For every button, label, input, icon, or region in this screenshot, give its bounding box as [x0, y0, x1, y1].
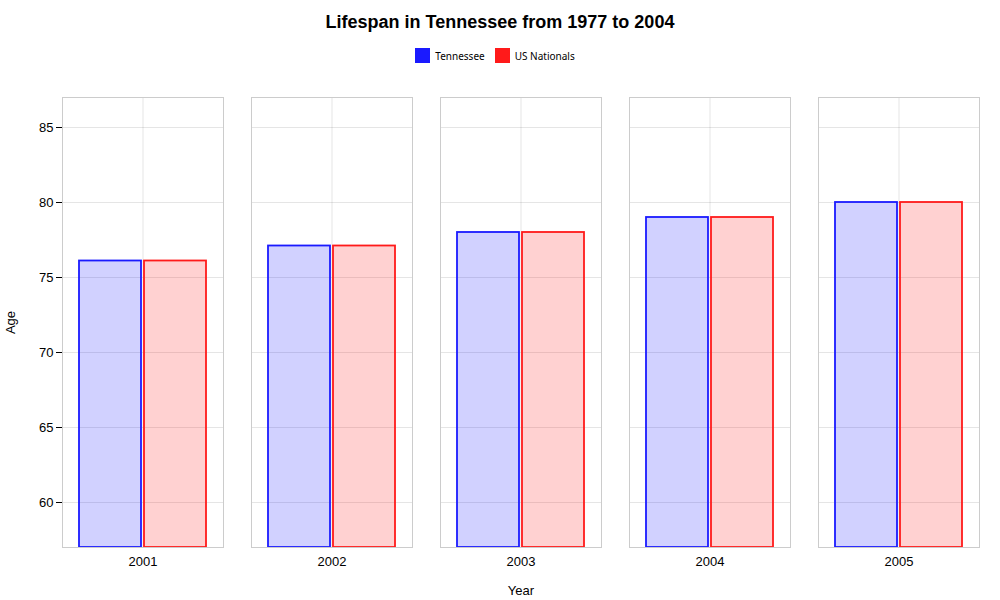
svg-text:2001: 2001	[129, 554, 158, 569]
html-text:US Nationals: US Nationals	[514, 48, 575, 63]
svg-text:Year: Year	[508, 583, 535, 598]
svg-text:2004: 2004	[696, 554, 725, 569]
svg-text:2003: 2003	[507, 554, 536, 569]
svg-text:70: 70	[39, 345, 53, 360]
svg-text:60: 60	[39, 495, 53, 510]
svg-text:65: 65	[39, 420, 53, 435]
svg-text:2002: 2002	[318, 554, 347, 569]
svg-text:2005: 2005	[885, 554, 914, 569]
html-text:Tennessee: Tennessee	[435, 48, 485, 63]
svg-text:80: 80	[39, 195, 53, 210]
svg-text:85: 85	[39, 120, 53, 135]
svg-text:Age: Age	[3, 311, 18, 334]
svg-text:75: 75	[39, 270, 53, 285]
html-text:Lifespan in Tennessee from 197: Lifespan in Tennessee from 1977 to 2004	[325, 12, 675, 32]
